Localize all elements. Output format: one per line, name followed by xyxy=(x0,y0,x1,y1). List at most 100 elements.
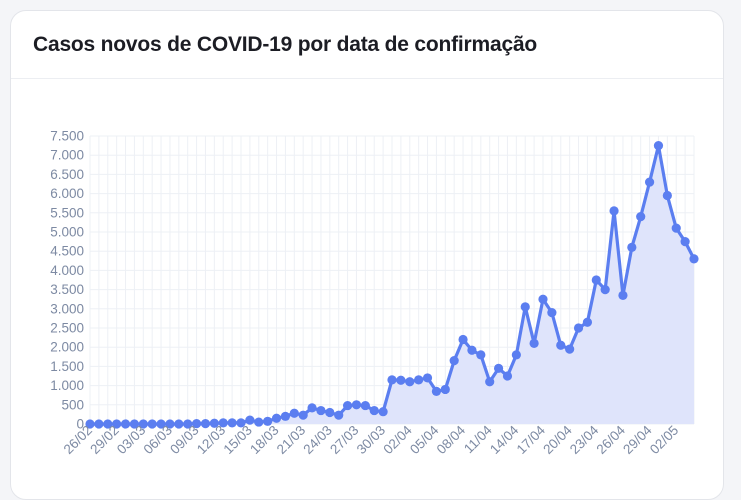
data-point[interactable] xyxy=(476,350,486,360)
x-tick-label: 26/04 xyxy=(594,422,629,457)
data-point[interactable] xyxy=(493,363,504,373)
data-point[interactable] xyxy=(165,419,175,429)
data-point[interactable] xyxy=(378,407,388,417)
y-tick-label: 7.000 xyxy=(50,148,84,163)
x-tick-label: 14/04 xyxy=(487,422,522,457)
data-point[interactable] xyxy=(112,419,122,429)
y-tick-label: 3.500 xyxy=(50,282,84,297)
data-point[interactable] xyxy=(307,403,317,413)
data-point[interactable] xyxy=(334,410,344,420)
y-tick-label: 4.000 xyxy=(50,263,84,278)
data-point[interactable] xyxy=(405,377,415,387)
x-tick-label: 02/05 xyxy=(647,423,682,458)
cases-area-chart: 0 500 1.000 1.500 2.000 2.500 3.000 3.500 4.000 4… xyxy=(50,129,699,458)
data-point[interactable] xyxy=(298,410,308,420)
data-point[interactable] xyxy=(547,308,557,318)
data-point[interactable] xyxy=(689,254,699,264)
data-point[interactable] xyxy=(271,413,282,423)
x-tick-label: 17/04 xyxy=(514,422,549,457)
data-point[interactable] xyxy=(236,418,246,428)
area-fill-layer xyxy=(90,145,694,424)
data-point[interactable] xyxy=(94,419,104,429)
data-point[interactable] xyxy=(431,386,442,396)
data-point[interactable] xyxy=(254,417,264,427)
data-point[interactable] xyxy=(653,141,664,151)
data-point[interactable] xyxy=(565,344,575,354)
data-point[interactable] xyxy=(600,285,610,295)
data-point[interactable] xyxy=(636,212,646,222)
data-point[interactable] xyxy=(449,356,459,366)
data-point[interactable] xyxy=(218,418,228,428)
x-tick-label: 15/03 xyxy=(220,423,255,458)
data-point[interactable] xyxy=(502,371,513,381)
data-point[interactable] xyxy=(396,375,406,385)
data-point[interactable] xyxy=(360,400,370,411)
data-point[interactable] xyxy=(387,375,397,385)
data-point[interactable] xyxy=(485,377,495,387)
data-point[interactable] xyxy=(618,290,628,300)
data-point[interactable] xyxy=(351,400,362,410)
data-point[interactable] xyxy=(591,275,601,285)
x-tick-label: 18/03 xyxy=(247,423,282,458)
data-point[interactable] xyxy=(573,323,584,333)
data-point[interactable] xyxy=(644,177,655,187)
data-point[interactable] xyxy=(85,419,95,429)
data-point[interactable] xyxy=(129,419,140,429)
x-tick-label: 02/04 xyxy=(380,422,415,457)
data-point[interactable] xyxy=(147,419,157,429)
y-axis-ticks: 0 500 1.000 1.500 2.000 2.500 3.000 3.500 4.000 4… xyxy=(50,129,84,432)
data-point[interactable] xyxy=(529,338,539,348)
x-tick-label: 05/04 xyxy=(407,422,442,457)
data-point[interactable] xyxy=(556,340,566,350)
x-tick-label: 27/03 xyxy=(327,423,362,458)
y-tick-label: 2.500 xyxy=(50,321,84,336)
data-point[interactable] xyxy=(609,206,619,216)
y-tick-label: 5.500 xyxy=(50,205,84,220)
data-point[interactable] xyxy=(103,419,113,429)
x-tick-label: 29/04 xyxy=(620,422,655,457)
data-points xyxy=(85,141,699,429)
data-point[interactable] xyxy=(138,419,148,429)
chart-title: Casos novos de COVID-19 por data de conf… xyxy=(33,33,538,56)
card-header: Casos novos de COVID-19 por data de conf… xyxy=(11,11,723,79)
data-point[interactable] xyxy=(414,375,424,385)
data-point[interactable] xyxy=(538,294,548,304)
data-point[interactable] xyxy=(183,419,193,429)
x-tick-label: 12/03 xyxy=(194,423,229,458)
data-point[interactable] xyxy=(662,190,672,201)
data-point[interactable] xyxy=(227,418,237,428)
x-tick-label: 11/04 xyxy=(461,422,495,456)
x-tick-label: 20/04 xyxy=(540,422,575,457)
data-point[interactable] xyxy=(174,419,184,429)
y-tick-label: 6.500 xyxy=(50,167,84,182)
data-point[interactable] xyxy=(520,302,530,312)
data-point[interactable] xyxy=(325,407,335,418)
data-point[interactable] xyxy=(245,415,255,425)
data-point[interactable] xyxy=(467,345,477,355)
y-tick-label: 0 xyxy=(76,417,84,432)
y-tick-label: 7.500 xyxy=(50,129,84,144)
data-point[interactable] xyxy=(671,223,681,233)
y-tick-label: 1.500 xyxy=(50,359,84,374)
data-point[interactable] xyxy=(120,419,131,429)
data-point[interactable] xyxy=(422,373,433,383)
y-tick-label: 1.000 xyxy=(50,378,84,393)
data-point[interactable] xyxy=(263,416,273,426)
data-point[interactable] xyxy=(316,405,326,416)
data-point[interactable] xyxy=(511,350,521,360)
data-point[interactable] xyxy=(209,418,219,428)
data-point[interactable] xyxy=(200,419,211,429)
data-point[interactable] xyxy=(582,317,593,327)
data-point[interactable] xyxy=(627,242,637,252)
data-point[interactable] xyxy=(280,411,291,421)
data-point[interactable] xyxy=(680,237,690,247)
x-tick-label: 21/03 xyxy=(274,423,309,458)
data-point[interactable] xyxy=(156,419,166,429)
data-point[interactable] xyxy=(369,405,379,416)
data-point[interactable] xyxy=(440,384,450,395)
data-point[interactable] xyxy=(342,400,353,411)
data-point[interactable] xyxy=(191,419,202,429)
data-point[interactable] xyxy=(458,334,468,345)
data-point[interactable] xyxy=(289,408,299,418)
y-tick-label: 6.000 xyxy=(50,186,84,201)
